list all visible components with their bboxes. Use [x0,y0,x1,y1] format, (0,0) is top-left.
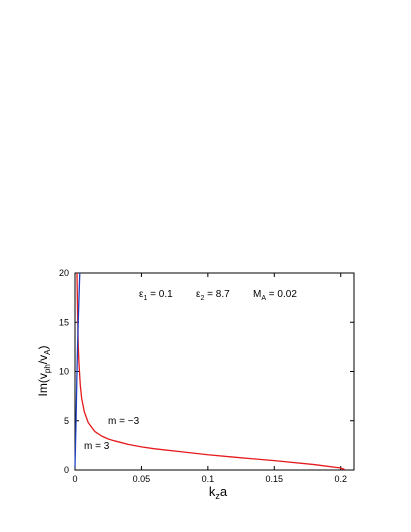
y-tick-label: 15 [59,317,69,327]
x-tick-label: 0.15 [266,474,284,484]
y-axis-label: Im(vph/vA) [36,346,52,397]
axis-ticks [74,272,354,471]
series-lines [74,272,345,471]
annotation-mach: MA = 0.02 [253,289,297,302]
x-tick-label: 0.05 [133,474,151,484]
series-label-m-3: m = 3 [84,441,110,452]
series-line-m-3 [74,272,81,468]
y-tick-label: 5 [64,416,69,426]
x-axis-label: kza [209,484,228,501]
annotation-epsilon2: ε2 = 8.7 [196,289,230,302]
annotation-epsilon1: ε1 = 0.1 [139,289,173,302]
x-tick-label: 0.1 [202,474,215,484]
y-tick-label: 20 [59,268,69,278]
y-tick-label: 0 [64,465,69,475]
series-label-m-minus-3: m = −3 [108,416,140,427]
axis-tick-labels: 0 0.05 0.1 0.15 0.2 0 5 10 15 20 [59,268,347,484]
x-tick-label: 0 [72,474,77,484]
series-line-m-minus-3 [76,272,345,471]
y-tick-label: 10 [59,367,69,377]
plot-frame [74,272,355,471]
x-tick-label: 0.2 [334,474,347,484]
